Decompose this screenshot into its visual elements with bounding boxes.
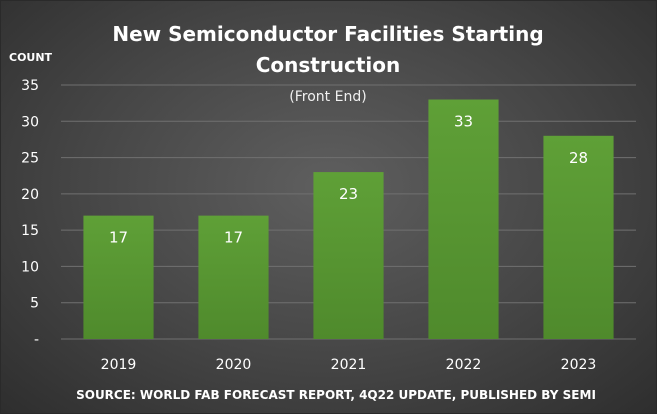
bar-value-label: 28 <box>569 149 588 167</box>
bar-2021 <box>313 172 384 339</box>
chart-subtitle: (Front End) <box>289 89 366 105</box>
y-tick-label: 30 <box>21 114 39 130</box>
y-tick-label: 25 <box>21 151 39 167</box>
x-tick-label: 2019 <box>101 357 137 373</box>
x-tick-label: 2021 <box>331 357 367 373</box>
y-tick-label: 10 <box>21 259 39 275</box>
y-tick-label: 35 <box>21 78 39 94</box>
bar-2023 <box>543 135 614 339</box>
bar-2022 <box>428 99 499 339</box>
y-tick-label: - <box>34 332 39 348</box>
y-tick-label: 15 <box>21 223 39 239</box>
y-axis-ticks: - 5 10 15 20 25 30 35 <box>21 78 39 348</box>
y-tick-label: 5 <box>30 296 39 312</box>
bar-value-label: 17 <box>224 229 243 247</box>
x-tick-label: 2023 <box>561 357 597 373</box>
bars: 17 17 23 33 28 <box>83 99 614 339</box>
y-tick-label: 20 <box>21 187 39 203</box>
bar-value-label: 33 <box>454 113 473 131</box>
chart-title-line-2: Construction <box>256 53 400 77</box>
chart-title-line-1: New Semiconductor Facilities Starting <box>112 22 543 46</box>
x-axis-ticks: 2019 2020 2021 2022 2023 <box>101 357 597 373</box>
bar-value-label: 17 <box>109 229 128 247</box>
source-note: SOURCE: WORLD FAB FORECAST REPORT, 4Q22 … <box>76 388 596 402</box>
bar-value-label: 23 <box>339 185 358 203</box>
x-tick-label: 2020 <box>216 357 252 373</box>
bar-2019 <box>83 215 154 339</box>
bar-2020 <box>198 215 269 339</box>
y-axis-label: COUNT <box>9 51 53 64</box>
x-tick-label: 2022 <box>446 357 482 373</box>
